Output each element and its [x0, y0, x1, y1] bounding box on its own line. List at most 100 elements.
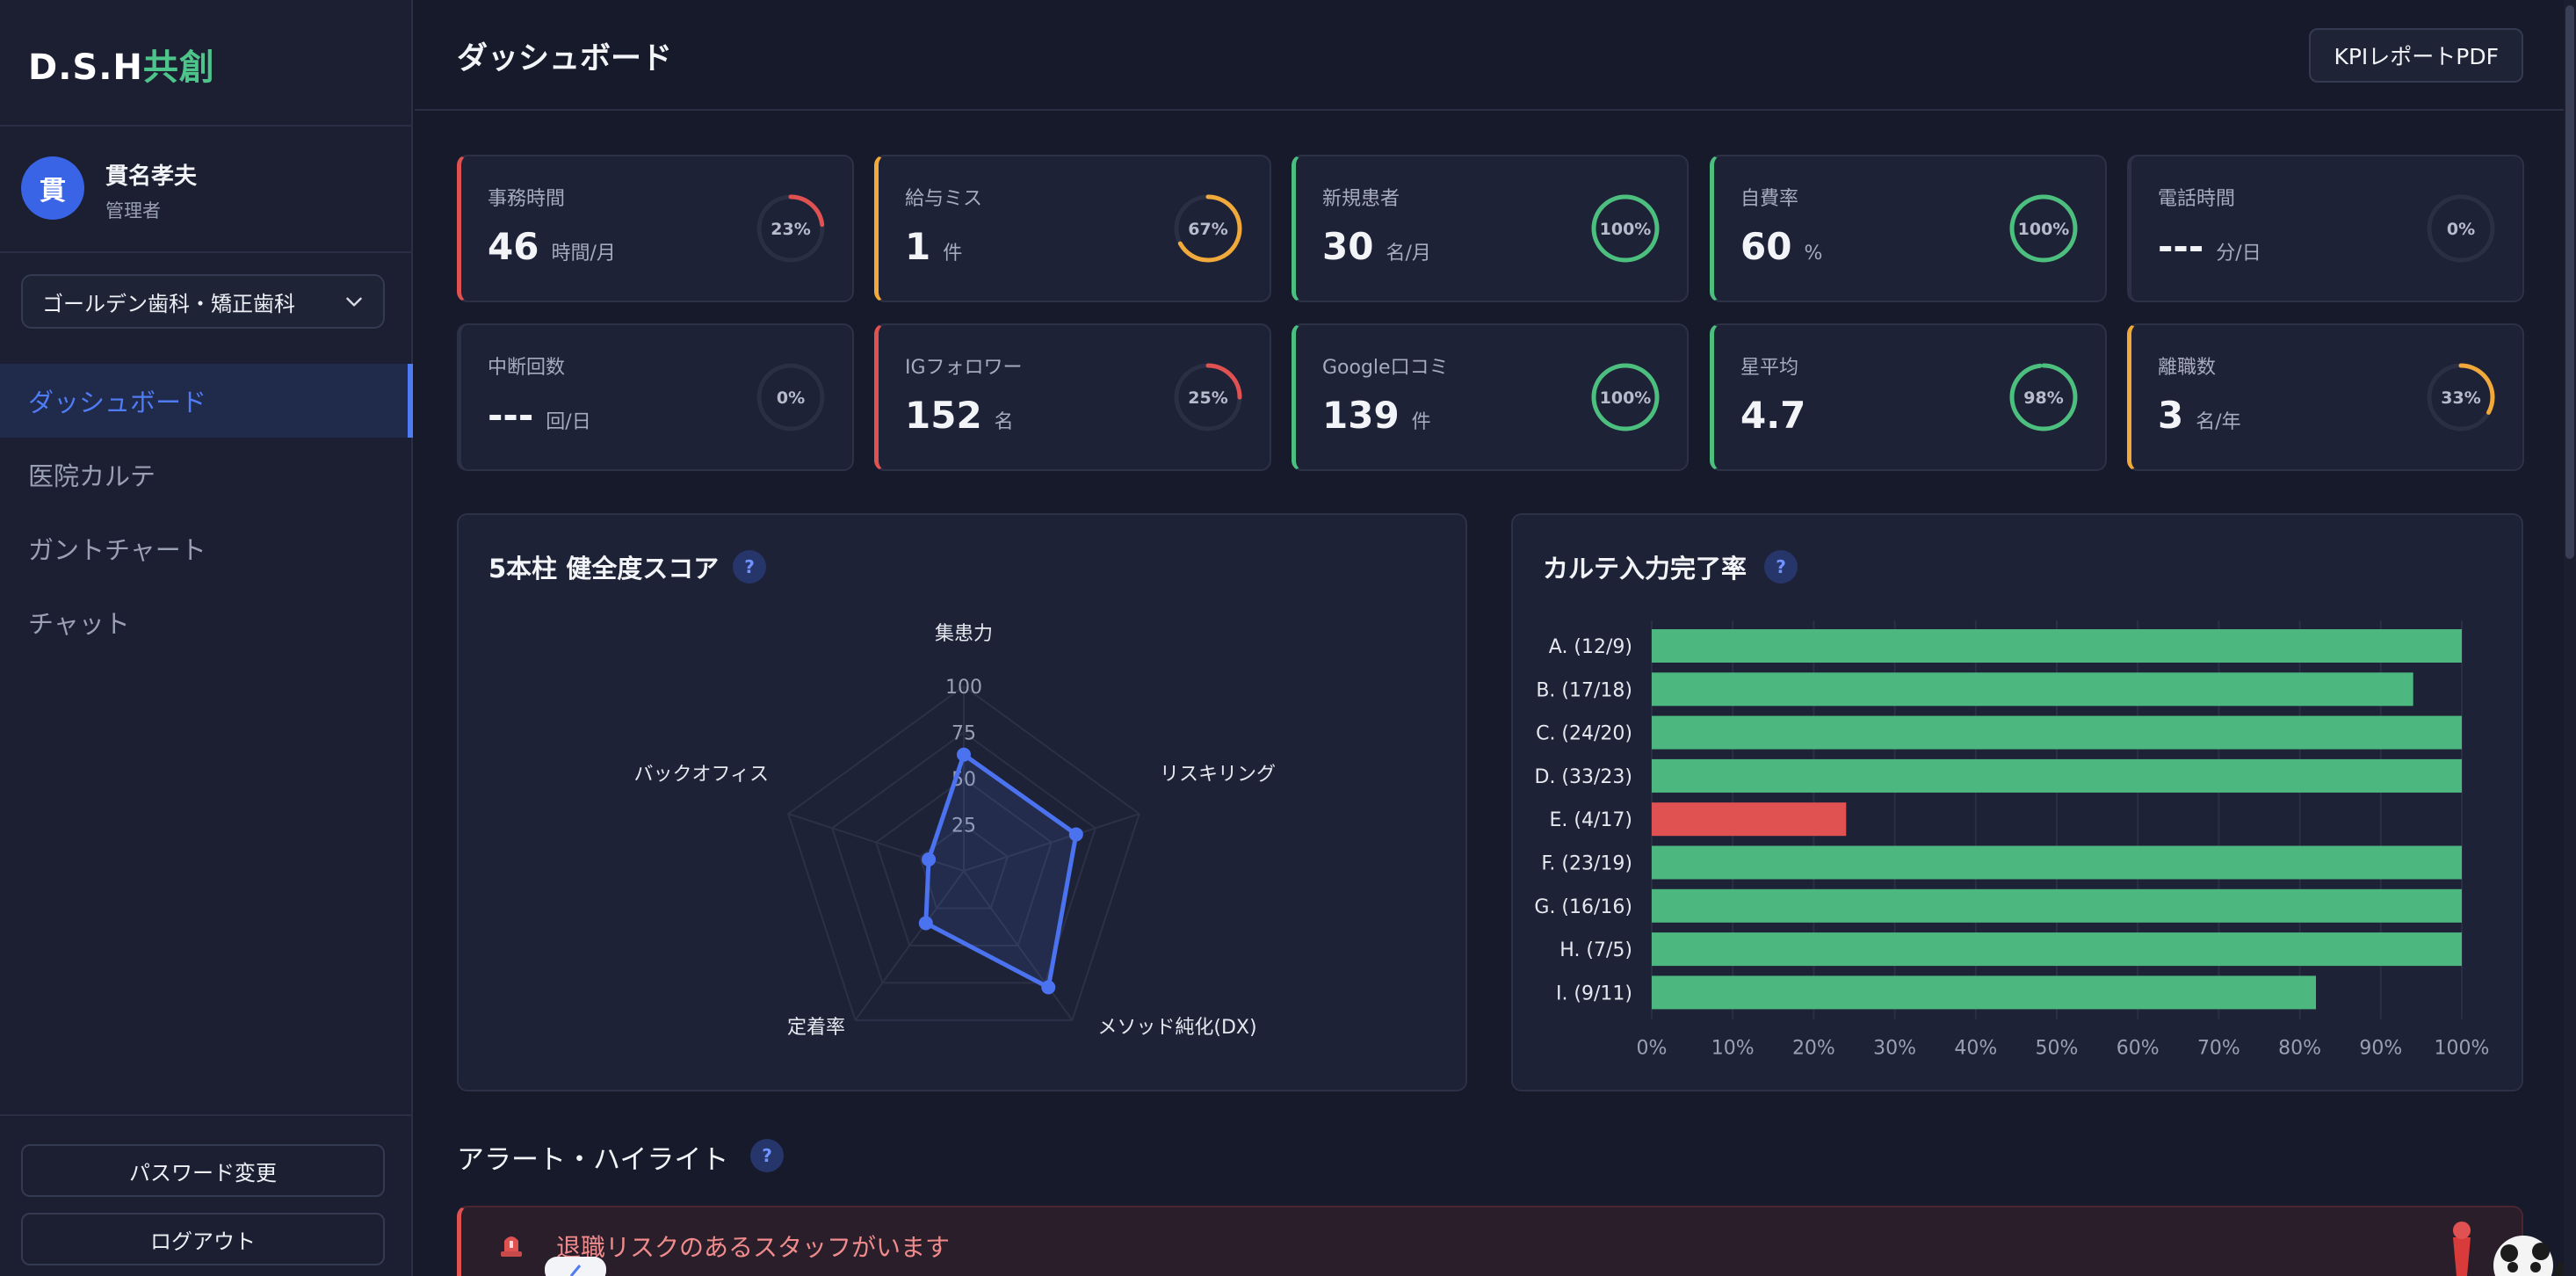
- kpi-number: 60: [1740, 225, 1792, 268]
- kpi-percent: 100%: [1600, 220, 1652, 239]
- kpi-card[interactable]: 星平均 4.7 98%: [1710, 323, 2107, 471]
- kpi-unit: 名/年: [2196, 411, 2241, 433]
- kpi-unit: 時間/月: [551, 243, 616, 265]
- nav-item-chat[interactable]: チャット: [0, 585, 413, 659]
- bar-x-tick: 20%: [1792, 1038, 1835, 1060]
- kpi-progress-ring: 23%: [756, 194, 825, 263]
- bar-x-tick: 100%: [2435, 1038, 2490, 1060]
- page-title: ダッシュボード: [457, 41, 673, 76]
- radar-axis-label: リスキリング: [1160, 764, 1276, 786]
- kpi-percent: 67%: [1188, 220, 1227, 239]
- help-icon[interactable]: ?: [750, 1139, 784, 1172]
- kpi-label: 事務時間: [488, 188, 566, 210]
- bar-category-label: I. (9/11): [1556, 982, 1632, 1004]
- logout-button[interactable]: ログアウト: [21, 1213, 385, 1265]
- page-header: ダッシュボード KPIレポートPDF: [415, 0, 2576, 111]
- help-icon[interactable]: ?: [1764, 550, 1798, 584]
- kpi-progress-ring: 100%: [1591, 194, 1660, 263]
- floating-bubble-icon[interactable]: [545, 1257, 606, 1276]
- completion-panel: カルテ入力完了率 ? 0% 10% 20% 30% 40% 50% 60% 70% 80% 90%…: [1511, 513, 2523, 1091]
- kpi-label: IGフォロワー: [905, 357, 1023, 379]
- radar-grid-ring: [787, 685, 1140, 1021]
- bar-category-label: F. (23/19): [1541, 853, 1632, 875]
- kpi-card[interactable]: 電話時間 --- 分/日 0%: [2127, 155, 2524, 302]
- kpi-unit: %: [1804, 243, 1823, 265]
- help-icon[interactable]: ?: [733, 550, 766, 584]
- kpi-value: --- 回/日: [488, 394, 591, 437]
- bar: [1652, 888, 2462, 923]
- kpi-card[interactable]: 離職数 3 名/年 33%: [2127, 323, 2524, 471]
- radar-spoke: [963, 813, 1140, 872]
- clinic-select[interactable]: ゴールデン歯科・矯正歯科: [21, 274, 385, 329]
- divider: [0, 125, 413, 127]
- bar: [1652, 715, 2462, 750]
- scrollbar[interactable]: [2564, 0, 2576, 1276]
- kpi-card[interactable]: 事務時間 46 時間/月 23%: [457, 155, 854, 302]
- bar-x-tick: 70%: [2197, 1038, 2240, 1060]
- scrollbar-thumb[interactable]: [2565, 5, 2574, 559]
- radar-axis-label: メソッド純化(DX): [1097, 1017, 1256, 1039]
- user-role: 管理者: [105, 200, 161, 221]
- nav-item-clinic-record[interactable]: 医院カルテ: [0, 438, 413, 511]
- bar-x-tick: 90%: [2359, 1038, 2402, 1060]
- kpi-unit: 分/日: [2216, 243, 2261, 265]
- kpi-card[interactable]: 中断回数 --- 回/日 0%: [457, 323, 854, 471]
- kpi-number: 1: [905, 225, 931, 268]
- bar-category-label: B. (17/18): [1536, 679, 1632, 701]
- radar-tick-label: 100: [945, 677, 982, 699]
- kpi-progress-ring: 98%: [2009, 363, 2078, 431]
- bar: [1652, 672, 2413, 707]
- radar-tick-label: 75: [952, 723, 976, 745]
- kpi-label: 中断回数: [488, 357, 566, 379]
- kpi-value: 139 件: [1322, 394, 1431, 437]
- nav-item-label: ダッシュボード: [28, 388, 207, 417]
- radar-grid-ring: [874, 777, 1053, 946]
- bar: [1652, 975, 2317, 1010]
- radar-tick-label: 25: [952, 816, 976, 837]
- clinic-select-value: ゴールデン歯科・矯正歯科: [42, 291, 295, 316]
- radar-axis-label: バックオフィス: [633, 764, 769, 786]
- bar-category-label: A. (12/9): [1549, 636, 1632, 658]
- kpi-percent: 23%: [771, 220, 810, 239]
- bar-category-label: D. (33/23): [1535, 766, 1633, 788]
- kpi-unit: 回/日: [546, 411, 591, 433]
- kpi-card[interactable]: IGフォロワー 152 名 25%: [874, 323, 1271, 471]
- bar: [1652, 932, 2462, 967]
- bar-category-label: G. (16/16): [1534, 896, 1632, 918]
- radar-grid-ring: [918, 823, 1009, 910]
- kpi-card[interactable]: 給与ミス 1 件 67%: [874, 155, 1271, 302]
- radar-series-area: [923, 752, 1079, 990]
- bar-x-tick: 60%: [2117, 1038, 2160, 1060]
- bar: [1652, 629, 2462, 663]
- alert-item[interactable]: 退職リスクのあるスタッフがいます: [457, 1206, 2523, 1276]
- kpi-card[interactable]: 新規患者 30 名/月 100%: [1292, 155, 1689, 302]
- bar-x-tick: 30%: [1873, 1038, 1916, 1060]
- change-password-button[interactable]: パスワード変更: [21, 1144, 385, 1197]
- nav-item-gantt-chart[interactable]: ガントチャート: [0, 511, 413, 585]
- kpi-label: 離職数: [2158, 357, 2217, 379]
- kpi-percent: 33%: [2441, 388, 2480, 408]
- kpi-value: 30 名/月: [1322, 225, 1431, 268]
- bar-category-label: C. (24/20): [1536, 723, 1632, 745]
- nav-item-dashboard[interactable]: ダッシュボード: [0, 364, 413, 438]
- kpi-card[interactable]: 自費率 60% 100%: [1710, 155, 2107, 302]
- kpi-value: 4.7: [1740, 394, 1818, 437]
- bar-category-label: E. (4/17): [1550, 809, 1632, 831]
- kpi-number: ---: [488, 394, 534, 437]
- bar: [1652, 758, 2462, 793]
- kpi-percent: 0%: [777, 388, 805, 408]
- sidebar: D.S.H共創 貫 貫名孝夫 管理者 ゴールデン歯科・矯正歯科 ダッシュボード …: [0, 0, 413, 1276]
- bar-category-label: H. (7/5): [1559, 939, 1632, 961]
- kpi-report-pdf-button[interactable]: KPIレポートPDF: [2309, 28, 2523, 83]
- kpi-number: 46: [488, 225, 539, 268]
- kpi-value: 46 時間/月: [488, 225, 616, 268]
- bar-x-tick: 10%: [1711, 1038, 1755, 1060]
- brand-accent: 共創: [142, 47, 215, 88]
- brand-logo[interactable]: D.S.H共創: [28, 39, 215, 90]
- mascot-icon[interactable]: [2418, 1211, 2576, 1276]
- kpi-card[interactable]: Google口コミ 139 件 100%: [1292, 323, 1689, 471]
- kpi-unit: 名: [994, 411, 1014, 433]
- kpi-progress-ring: 0%: [2427, 194, 2495, 263]
- completion-title: カルテ入力完了率: [1543, 554, 1747, 584]
